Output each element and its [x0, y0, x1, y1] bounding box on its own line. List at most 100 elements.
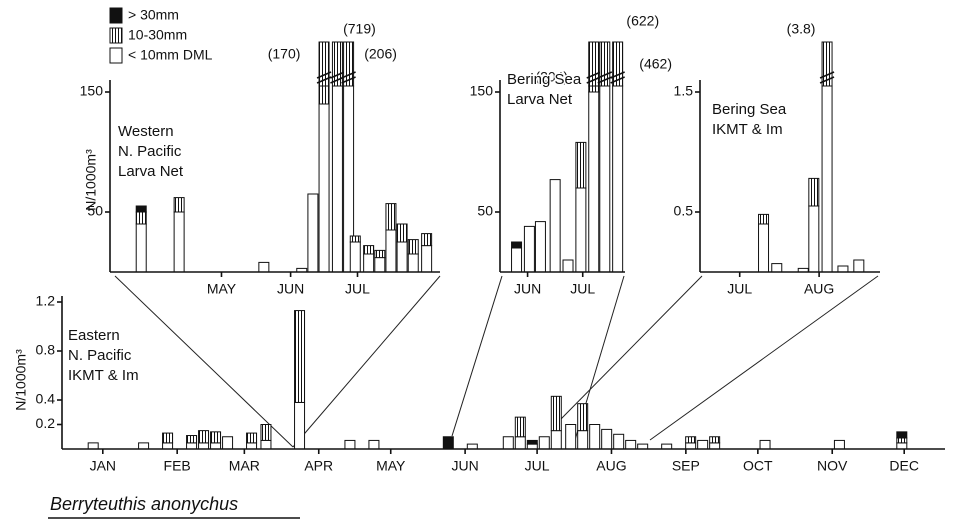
connectors [114, 275, 879, 448]
bar-segment [771, 263, 783, 273]
bar-segment [349, 235, 361, 243]
bar-segment [138, 442, 150, 450]
bar-segment [344, 439, 356, 450]
annotation: (170) [268, 46, 301, 62]
legend-swatch [109, 27, 123, 44]
annotation: (462) [639, 56, 672, 72]
bar-segment [198, 430, 210, 444]
bar-break-extension [588, 41, 600, 87]
legend-swatch [109, 47, 123, 64]
bar-segment [562, 259, 574, 273]
x-tick-label: MAY [376, 458, 406, 474]
y-tick-label: 0.4 [36, 391, 56, 407]
bar-segment [186, 435, 198, 444]
x-tick-label: JUN [514, 281, 541, 297]
bar-segment [599, 85, 611, 273]
bar-segment [186, 442, 198, 450]
bar-segment [198, 442, 210, 450]
bar-segment [697, 439, 709, 450]
bar-segment [523, 225, 535, 273]
bar-segment [601, 428, 613, 450]
bar-segment [837, 265, 849, 273]
bar-segment [685, 442, 697, 450]
bar-segment [577, 430, 589, 450]
bar-segment [589, 424, 601, 450]
annotation: (3.8) [787, 21, 816, 37]
bar-break-extension [821, 41, 833, 87]
bar-segment [258, 261, 270, 273]
x-tick-label: JUL [525, 458, 550, 474]
bar-segment [87, 442, 99, 450]
bar-segment [550, 395, 562, 432]
bar-segment [759, 439, 771, 450]
bar-break-extension [343, 41, 355, 87]
legend-label: > 30mm [128, 7, 179, 23]
x-tick-label: JUN [277, 281, 304, 297]
connector [451, 275, 503, 437]
x-tick-label: AUG [596, 458, 626, 474]
x-tick-label: NOV [817, 458, 848, 474]
bar-segment [534, 221, 546, 273]
bar-segment [162, 442, 174, 450]
break-mark [316, 76, 332, 84]
bar-segment [709, 442, 721, 450]
x-tick-label: APR [304, 458, 333, 474]
x-tick-label: AUG [804, 281, 834, 297]
bar-segment [896, 437, 908, 444]
bar-segment [588, 91, 600, 273]
annotation: (622) [626, 13, 659, 29]
bar-segment [363, 245, 375, 255]
bar-segment [407, 253, 419, 273]
bar-segment [758, 223, 770, 273]
x-tick-label: DEC [889, 458, 919, 474]
bar-segment [173, 197, 185, 213]
bar-break-extension [318, 41, 330, 87]
bar-segment [896, 442, 908, 450]
bar-segment [331, 85, 343, 273]
bar-segment [385, 229, 397, 273]
break-mark [341, 76, 356, 84]
bar-segment [853, 259, 865, 273]
caption: Berryteuthis anonychus [50, 494, 238, 514]
bar-segment [808, 177, 820, 207]
annotation: (206) [364, 46, 397, 62]
bar-segment [502, 436, 514, 450]
x-tick-label: FEB [164, 458, 191, 474]
bar-segment [318, 103, 330, 273]
bar-segment [396, 223, 408, 243]
y-axis-label: N/1000m³ [83, 149, 99, 211]
bar-segment [526, 439, 538, 445]
y-tick-label: 150 [470, 83, 494, 99]
break-mark [586, 71, 602, 79]
bar-segment [246, 442, 258, 450]
bar-segment [260, 439, 272, 450]
bar-segment [135, 223, 147, 273]
bar-segment [135, 211, 147, 225]
bar-segment [260, 424, 272, 441]
bar-segment [514, 416, 526, 438]
bar-segment [538, 436, 550, 450]
bar-segment [294, 310, 306, 403]
bar-break-extension [331, 41, 343, 87]
legend-swatch [109, 7, 123, 24]
break-mark [819, 76, 835, 84]
annotation: (204) [535, 69, 568, 85]
bar-segment [577, 403, 589, 432]
panel-title: Bering Sea [712, 101, 787, 118]
y-tick-label: 0.2 [36, 415, 56, 431]
bar-segment [363, 253, 375, 273]
bar-segment [246, 432, 258, 444]
break-mark [610, 71, 625, 79]
y-axis-label: N/1000m³ [13, 349, 29, 411]
bar-segment [758, 213, 770, 225]
x-tick-label: SEP [672, 458, 700, 474]
bar-segment [318, 85, 330, 105]
bar-segment [294, 401, 306, 450]
legend-label: < 10mm DML [128, 47, 213, 63]
y-tick-label: 0.8 [36, 342, 56, 358]
bar-segment [612, 85, 624, 273]
y-tick-label: 50 [87, 203, 103, 219]
bar-segment [173, 211, 185, 273]
bar-segment [421, 245, 433, 273]
